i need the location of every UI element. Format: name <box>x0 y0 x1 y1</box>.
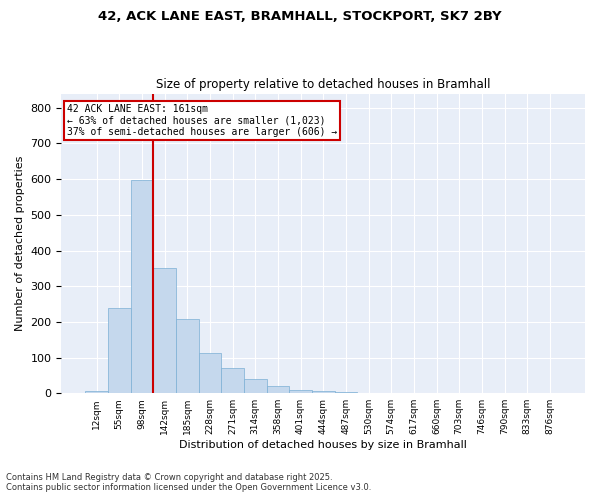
Bar <box>176 320 199 393</box>
Bar <box>108 308 131 393</box>
Bar <box>131 180 153 393</box>
Bar <box>266 386 289 393</box>
Text: Contains HM Land Registry data © Crown copyright and database right 2025.
Contai: Contains HM Land Registry data © Crown c… <box>6 473 371 492</box>
Bar <box>221 368 244 393</box>
Bar <box>312 392 335 393</box>
Bar <box>244 379 266 393</box>
Bar <box>153 268 176 393</box>
Text: 42 ACK LANE EAST: 161sqm
← 63% of detached houses are smaller (1,023)
37% of sem: 42 ACK LANE EAST: 161sqm ← 63% of detach… <box>67 104 337 137</box>
X-axis label: Distribution of detached houses by size in Bramhall: Distribution of detached houses by size … <box>179 440 467 450</box>
Bar <box>85 392 108 393</box>
Y-axis label: Number of detached properties: Number of detached properties <box>15 156 25 331</box>
Bar <box>289 390 312 393</box>
Bar <box>335 392 357 393</box>
Title: Size of property relative to detached houses in Bramhall: Size of property relative to detached ho… <box>156 78 490 91</box>
Bar <box>199 353 221 393</box>
Text: 42, ACK LANE EAST, BRAMHALL, STOCKPORT, SK7 2BY: 42, ACK LANE EAST, BRAMHALL, STOCKPORT, … <box>98 10 502 23</box>
